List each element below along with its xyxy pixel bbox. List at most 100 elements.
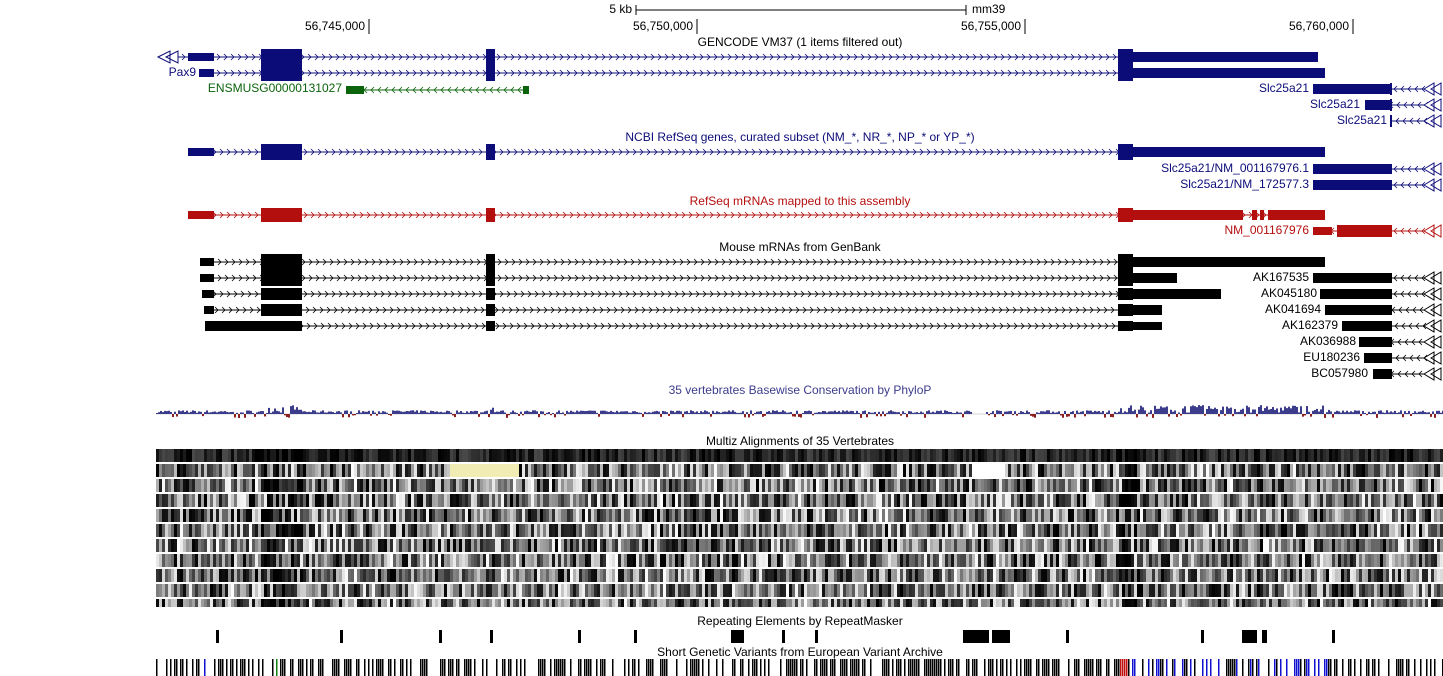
multiz-cell bbox=[189, 569, 192, 582]
multiz-cell bbox=[474, 449, 477, 462]
gene-label[interactable]: Slc25a21/NM_001167976.1 bbox=[1161, 161, 1309, 175]
multiz-cell bbox=[504, 494, 507, 507]
gene-label[interactable]: Slc25a21/NM_172577.3 bbox=[1180, 177, 1309, 191]
phylop-bar bbox=[560, 412, 562, 414]
multiz-cell bbox=[1341, 494, 1344, 507]
gene-label[interactable]: EU180236 bbox=[1303, 350, 1360, 364]
multiz-cell bbox=[795, 494, 798, 507]
gene-label[interactable]: BC057980 bbox=[1311, 366, 1368, 380]
phylop-bar bbox=[496, 411, 498, 414]
multiz-cell bbox=[1185, 449, 1188, 462]
track-title[interactable]: NCBI RefSeq genes, curated subset (NM_*,… bbox=[625, 130, 974, 144]
multiz-cell bbox=[1407, 464, 1410, 477]
multiz-cell bbox=[1095, 494, 1098, 507]
multiz-cell bbox=[1092, 539, 1095, 552]
multiz-cell bbox=[1059, 494, 1062, 507]
track-title[interactable]: Mouse mRNAs from GenBank bbox=[719, 240, 881, 254]
multiz-cell bbox=[735, 569, 738, 582]
multiz-cell bbox=[1269, 509, 1272, 522]
multiz-cell bbox=[630, 584, 633, 597]
multiz-cell bbox=[447, 509, 450, 522]
multiz-cell bbox=[1170, 509, 1173, 522]
multiz-cell bbox=[168, 554, 171, 567]
multiz-cell bbox=[426, 449, 429, 462]
gene-label[interactable]: AK045180 bbox=[1261, 286, 1317, 300]
multiz-cell bbox=[213, 449, 216, 462]
multiz-cell bbox=[591, 569, 594, 582]
multiz-cell bbox=[834, 524, 837, 537]
multiz-cell bbox=[1320, 464, 1323, 477]
multiz-cell bbox=[1161, 554, 1164, 567]
multiz-cell bbox=[306, 569, 309, 582]
multiz-cell bbox=[1302, 569, 1305, 582]
multiz-cell bbox=[990, 539, 993, 552]
multiz-cell bbox=[210, 479, 213, 492]
phylop-bar bbox=[380, 412, 382, 414]
multiz-cell bbox=[1047, 584, 1050, 597]
multiz-cell bbox=[573, 509, 576, 522]
gene-label[interactable]: Slc25a21 bbox=[1337, 113, 1387, 127]
phylop-bar bbox=[780, 411, 782, 414]
multiz-cell bbox=[612, 539, 615, 552]
multiz-cell bbox=[891, 524, 894, 537]
phylop-bar bbox=[1348, 412, 1350, 414]
multiz-cell bbox=[429, 494, 432, 507]
gene-label[interactable]: Slc25a21 bbox=[1310, 97, 1360, 111]
multiz-cell bbox=[456, 509, 459, 522]
gene-label[interactable]: AK041694 bbox=[1265, 302, 1321, 316]
multiz-cell bbox=[972, 584, 975, 597]
multiz-cell bbox=[576, 479, 579, 492]
multiz-cell bbox=[1314, 509, 1317, 522]
multiz-cell bbox=[456, 449, 459, 462]
phylop-bar bbox=[666, 412, 668, 414]
multiz-cell bbox=[1125, 449, 1128, 462]
multiz-cell bbox=[345, 464, 348, 477]
track-title[interactable]: Multiz Alignments of 35 Vertebrates bbox=[706, 434, 894, 448]
multiz-cell bbox=[906, 449, 909, 462]
track-title[interactable]: RefSeq mRNAs mapped to this assembly bbox=[690, 194, 911, 208]
multiz-cell bbox=[603, 539, 606, 552]
multiz-cell bbox=[816, 494, 819, 507]
multiz-cell bbox=[909, 539, 912, 552]
multiz-cell bbox=[921, 464, 924, 477]
track-title[interactable]: 35 vertebrates Basewise Conservation by … bbox=[669, 383, 932, 397]
multiz-cell bbox=[438, 554, 441, 567]
phylop-bar bbox=[176, 414, 178, 417]
gene-label[interactable]: NM_001167976 bbox=[1224, 223, 1309, 237]
multiz-cell bbox=[1359, 524, 1362, 537]
multiz-cell bbox=[486, 479, 489, 492]
multiz-cell bbox=[390, 524, 393, 537]
multiz-cell bbox=[927, 479, 930, 492]
gene-label[interactable]: AK167535 bbox=[1253, 270, 1309, 284]
gene-label[interactable]: AK162379 bbox=[1282, 318, 1338, 332]
multiz-cell bbox=[306, 449, 309, 462]
multiz-cell bbox=[192, 449, 195, 462]
gene-label[interactable]: ENSMUSG00000131027 bbox=[208, 81, 342, 95]
multiz-cell bbox=[1368, 494, 1371, 507]
gene-label[interactable]: Slc25a21 bbox=[1259, 81, 1309, 95]
phylop-bar bbox=[262, 411, 264, 414]
multiz-cell bbox=[858, 569, 861, 582]
multiz-cell bbox=[1293, 479, 1296, 492]
multiz-cell bbox=[1353, 554, 1356, 567]
multiz-cell bbox=[312, 479, 315, 492]
multiz-cell bbox=[996, 554, 999, 567]
multiz-cell bbox=[1173, 509, 1176, 522]
multiz-cell bbox=[456, 524, 459, 537]
multiz-cell bbox=[738, 539, 741, 552]
multiz-cell bbox=[642, 569, 645, 582]
multiz-cell bbox=[1008, 554, 1011, 567]
track-title[interactable]: GENCODE VM37 (1 items filtered out) bbox=[698, 35, 903, 49]
multiz-cell bbox=[309, 584, 312, 597]
multiz-cell bbox=[360, 524, 363, 537]
phylop-bar bbox=[774, 410, 776, 414]
multiz-cell bbox=[360, 479, 363, 492]
multiz-cell bbox=[819, 464, 822, 477]
multiz-cell bbox=[393, 464, 396, 477]
multiz-cell bbox=[459, 569, 462, 582]
gene-label[interactable]: Pax9 bbox=[169, 65, 197, 79]
multiz-cell bbox=[771, 494, 774, 507]
gene-label[interactable]: AK036988 bbox=[1300, 334, 1356, 348]
multiz-cell bbox=[876, 509, 879, 522]
multiz-cell bbox=[672, 509, 675, 522]
